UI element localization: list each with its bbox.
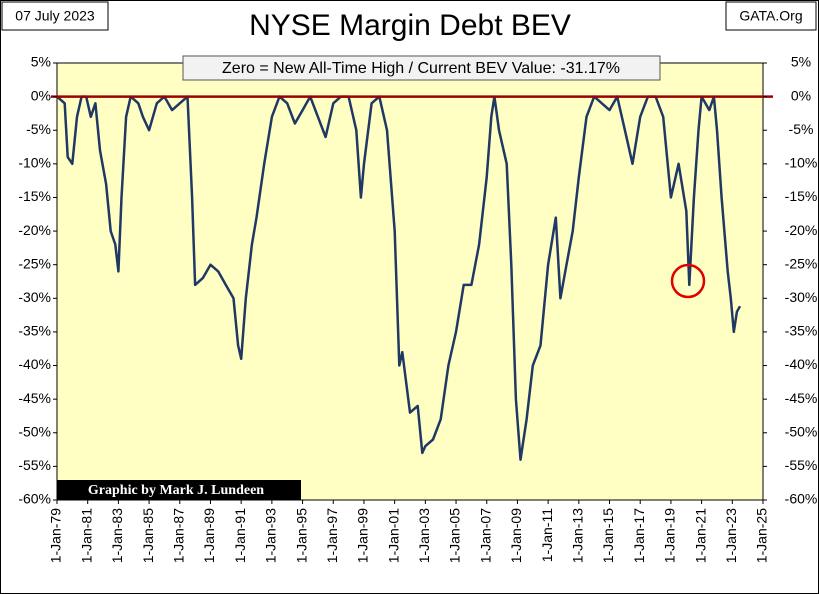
x-tick-label: 1-Jan-89 (201, 508, 217, 563)
x-tick-label: 1-Jan-07 (477, 508, 493, 563)
date-box (1, 1, 109, 31)
y2-tick-label: -25% (785, 255, 818, 271)
y-tick-label: -5% (26, 121, 51, 137)
y2-tick-label: -55% (785, 457, 818, 473)
y-tick-label: -20% (18, 222, 51, 238)
y2-tick-label: -60% (785, 491, 818, 507)
y2-tick-label: 5% (791, 54, 811, 70)
x-tick-label: 1-Jan-81 (78, 508, 94, 563)
y2-tick-label: -20% (785, 222, 818, 238)
annotation: Zero = New All-Time High / Current BEV V… (222, 60, 620, 77)
y2-tick-label: -10% (785, 155, 818, 171)
highlight-circle (670, 263, 706, 299)
series-line (56, 95, 742, 461)
x-tick-label: 1-Jan-11 (539, 508, 555, 562)
y-tick-label: -60% (18, 491, 51, 507)
y2-tick-label: -50% (785, 423, 818, 439)
credit: Graphic by Mark J. Lundeen (88, 483, 264, 498)
y2-tick-label: -15% (785, 188, 818, 204)
y-tick-label: -50% (18, 423, 51, 439)
x-tick-label: 1-Jan-93 (263, 508, 279, 563)
x-tick-label: 1-Jan-15 (600, 508, 616, 563)
x-tick-label: 1-Jan-23 (723, 508, 739, 563)
source-box (725, 1, 817, 31)
y-tick-label: -45% (18, 390, 51, 406)
y2-tick-label: -30% (785, 289, 818, 305)
annotation-box (182, 55, 661, 81)
y2-tick-label: -45% (785, 390, 818, 406)
y-tick-label: -10% (18, 155, 51, 171)
x-tick-label: 1-Jan-25 (754, 508, 770, 563)
x-tick-label: 1-Jan-99 (355, 508, 371, 563)
x-tick-label: 1-Jan-83 (109, 508, 125, 563)
x-tick-label: 1-Jan-21 (692, 508, 708, 563)
y2-tick-label: -5% (789, 121, 814, 137)
x-tick-label: 1-Jan-95 (293, 508, 309, 563)
x-tick-label: 1-Jan-03 (416, 508, 432, 563)
plot-area (56, 62, 764, 501)
x-tick-label: 1-Jan-09 (508, 508, 524, 563)
y-tick-label: -30% (18, 289, 51, 305)
date-label: 07 July 2023 (15, 8, 95, 24)
y2-tick-label: -35% (785, 323, 818, 339)
y-tick-label: -35% (18, 323, 51, 339)
x-tick-label: 1-Jan-19 (662, 508, 678, 563)
x-tick-label: 1-Jan-05 (447, 508, 463, 563)
y-tick-label: -55% (18, 457, 51, 473)
x-tick-label: 1-Jan-87 (170, 508, 186, 563)
x-tick-label: 1-Jan-01 (385, 508, 401, 563)
y-tick-label: 5% (31, 54, 51, 70)
y-tick-label: -15% (18, 188, 51, 204)
source-label: GATA.Org (739, 8, 802, 24)
y-tick-label: -40% (18, 356, 51, 372)
x-tick-label: 1-Jan-91 (232, 508, 248, 563)
x-tick-label: 1-Jan-17 (631, 508, 647, 563)
chart-title: NYSE Margin Debt BEV (249, 9, 571, 42)
x-tick-label: 1-Jan-13 (570, 508, 586, 563)
y2-tick-label: 0% (791, 87, 811, 103)
y-tick-label: -25% (18, 255, 51, 271)
x-tick-label: 1-Jan-85 (140, 508, 156, 563)
x-tick-label: 1-Jan-79 (48, 508, 64, 563)
credit-box (57, 480, 301, 500)
y2-tick-label: -40% (785, 356, 818, 372)
x-tick-label: 1-Jan-97 (324, 508, 340, 563)
y-tick-label: 0% (31, 87, 51, 103)
